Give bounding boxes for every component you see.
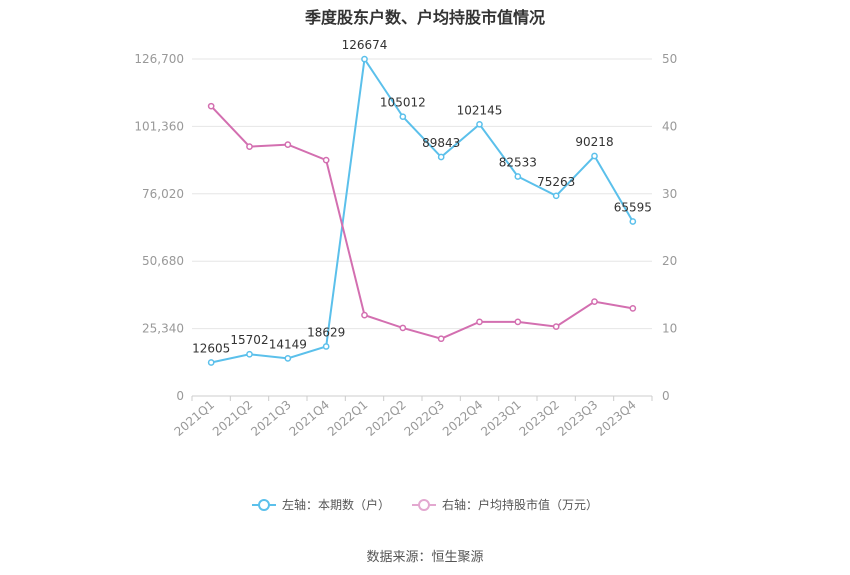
x-axis-tick-label: 2023Q1: [478, 398, 523, 439]
data-label: 15702: [230, 333, 268, 347]
left-series-point: [361, 55, 368, 63]
data-label: 18629: [307, 325, 345, 339]
x-axis-tick-label: 2021Q1: [172, 398, 217, 439]
x-axis-tick-label: 2022Q1: [325, 398, 370, 439]
right-series-line: [210, 105, 634, 340]
left-axis-tick-label: 101,360: [134, 119, 184, 133]
right-series-point: [322, 156, 330, 164]
right-axis-tick-label: 30: [662, 187, 677, 201]
left-series-point: [591, 152, 598, 160]
left-axis-tick-label: 0: [176, 389, 184, 403]
right-series-point: [476, 318, 483, 326]
legend-swatch-right: [412, 498, 436, 511]
x-axis-tick-label: 2022Q3: [402, 398, 447, 439]
series: [207, 55, 637, 366]
left-series-point: [514, 173, 522, 180]
left-axis-tick-label: 126,700: [134, 52, 184, 66]
right-series-point: [437, 335, 445, 343]
left-series-point: [246, 350, 253, 358]
left-axis-tick-label: 76,020: [142, 187, 184, 201]
right-axis-tick-label: 20: [662, 254, 677, 268]
x-axis-tick-label: 2021Q4: [287, 398, 332, 439]
x-axis-tick-label: 2023Q3: [555, 398, 600, 439]
x-axis-tick-label: 2021Q2: [210, 398, 255, 439]
right-series-point: [552, 323, 560, 330]
right-series-point: [207, 102, 215, 110]
data-label: 89843: [422, 136, 460, 150]
left-axis-tick-label: 25,340: [142, 322, 184, 336]
right-series-point: [361, 311, 368, 319]
legend-item-left[interactable]: 左轴：本期数（户）: [251, 496, 390, 513]
left-series-point: [207, 359, 215, 366]
legend-swatch-left: [251, 498, 276, 511]
chart-title: 季度股东户数、户均持股市值情况: [304, 8, 545, 27]
right-series-point: [514, 318, 522, 326]
left-series-point: [399, 113, 407, 121]
legend-item-right[interactable]: 右轴：户均持股市值（万元）: [412, 496, 598, 513]
x-axis-tick-label: 2021Q3: [248, 398, 293, 439]
left-series-point: [476, 120, 483, 128]
data-label: 105012: [380, 96, 426, 110]
data-label: 82533: [499, 155, 537, 169]
right-axis-tick-label: 40: [662, 119, 677, 133]
left-series-point: [322, 343, 330, 350]
right-series-point: [591, 298, 598, 305]
right-series-point: [629, 305, 637, 312]
data-label: 90218: [575, 135, 613, 149]
left-series-point: [437, 153, 445, 161]
legend: 左轴：本期数（户） 右轴：户均持股市值（万元）: [0, 496, 850, 513]
left-series-point: [284, 355, 292, 362]
right-axis-tick-label: 10: [662, 322, 677, 336]
data-label: 65595: [614, 201, 652, 215]
data-source: 数据来源：恒生聚源: [366, 550, 484, 565]
data-label: 14149: [269, 337, 307, 351]
right-series-point: [284, 141, 292, 148]
data-label: 75263: [537, 175, 575, 189]
data-label: 102145: [457, 103, 503, 117]
right-series-point: [246, 143, 253, 150]
x-axis-tick-label: 2023Q4: [593, 398, 638, 439]
data-label: 12605: [192, 341, 230, 355]
legend-label-left: 左轴：本期数（户）: [281, 498, 390, 512]
left-axis-tick-label: 50,680: [142, 254, 184, 268]
right-axis-tick-label: 0: [662, 389, 670, 403]
left-series-point: [552, 192, 560, 200]
x-axis-tick-label: 2022Q4: [440, 398, 485, 439]
legend-label-right: 右轴：户均持股市值（万元）: [442, 498, 599, 512]
left-series-point: [629, 218, 637, 225]
x-axis-tick-label: 2022Q2: [363, 398, 408, 439]
x-axis-tick-label: 2023Q2: [517, 398, 562, 439]
data-label: 126674: [342, 38, 388, 52]
right-series-point: [399, 324, 407, 332]
left-series-line: [210, 56, 634, 364]
right-axis-tick-label: 50: [662, 52, 677, 66]
